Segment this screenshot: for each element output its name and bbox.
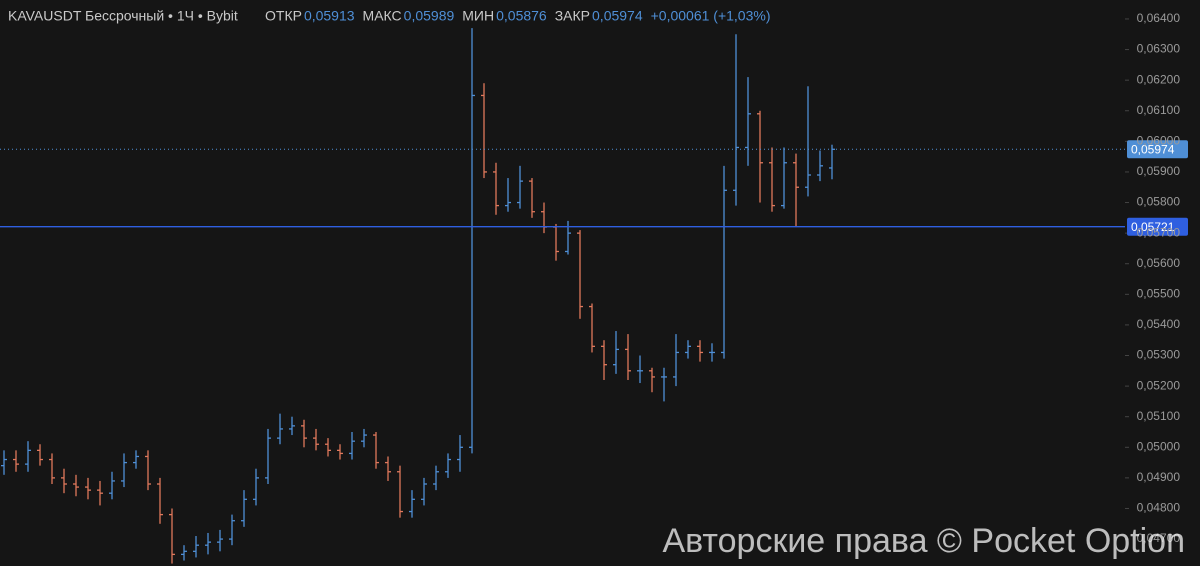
- y-tick-label: 0,05900: [1137, 164, 1181, 178]
- price-label-box: [1127, 217, 1188, 236]
- price-label-box: [1127, 140, 1188, 159]
- price-label: 0,05721: [1131, 220, 1175, 234]
- y-tick-label: 0,06200: [1137, 72, 1181, 86]
- legend-value: 0,05974: [592, 8, 643, 24]
- y-axis: 0,06400 0,06300 0,06200 0,06100 0,06000 0,059…: [1137, 11, 1181, 545]
- y-tick-label: 0,05800: [1137, 195, 1181, 209]
- watermark: Авторские права © Pocket Option: [662, 522, 1185, 560]
- y-tick-label: 0,06000: [1137, 134, 1181, 148]
- legend-label: +0,00061 (+1,03%): [651, 8, 771, 24]
- y-tick-label: 0,05000: [1137, 439, 1181, 453]
- y-tick-label: 0,05200: [1137, 378, 1181, 392]
- price-lines: 0,05974 0,05721: [0, 140, 1188, 236]
- y-tick-label: 0,04900: [1137, 470, 1181, 484]
- legend-label: МИН: [462, 8, 494, 24]
- y-tick-label: 0,06300: [1137, 42, 1181, 56]
- y-tick-label: 0,06400: [1137, 11, 1181, 25]
- legend-label: МАКС: [363, 8, 402, 24]
- y-tick-label: 0,05500: [1137, 286, 1181, 300]
- legend-value: 0,05876: [496, 8, 547, 24]
- grid: [1125, 18, 1129, 540]
- y-tick-label: 0,06100: [1137, 103, 1181, 117]
- y-tick-label: 0,05100: [1137, 409, 1181, 423]
- y-tick-label: 0,04800: [1137, 501, 1181, 515]
- legend-label: ЗАКР: [555, 8, 590, 24]
- y-tick-label: 0,05600: [1137, 256, 1181, 270]
- bars: [1, 28, 835, 564]
- y-tick-label: 0,05300: [1137, 348, 1181, 362]
- chart-title: KAVAUSDT Бессрочный • 1Ч • Bybit: [8, 8, 238, 24]
- legend: ОТКР 0,05913 МАКС 0,05989 МИН 0,05876 ЗАКР 0,05…: [265, 8, 771, 24]
- legend-label: ОТКР: [265, 8, 302, 24]
- y-tick-label: 0,04700: [1137, 531, 1181, 545]
- legend-value: 0,05913: [304, 8, 355, 24]
- y-tick-label: 0,05400: [1137, 317, 1181, 331]
- y-tick-label: 0,05700: [1137, 225, 1181, 239]
- legend-value: 0,05989: [404, 8, 455, 24]
- price-label: 0,05974: [1131, 142, 1175, 156]
